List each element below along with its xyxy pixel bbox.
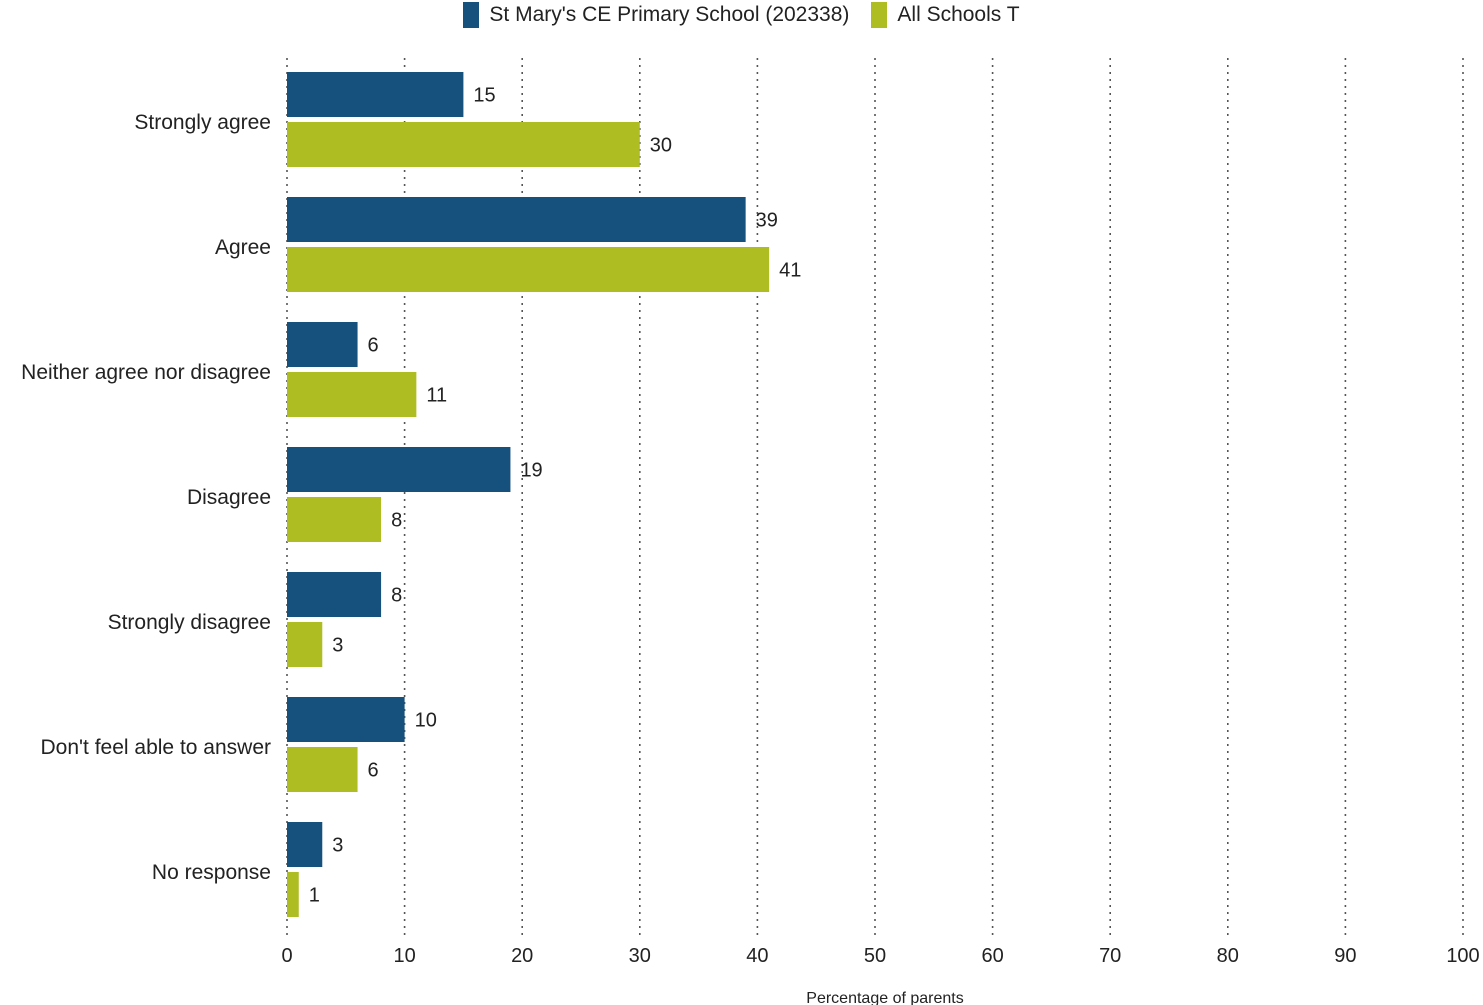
bar <box>287 572 382 617</box>
x-tick-label: 60 <box>981 945 1003 967</box>
data-labels: 15 30 39 41 6 11 19 8 8 3 10 6 3 1 <box>309 85 802 907</box>
bar <box>287 372 417 417</box>
bar <box>287 72 464 117</box>
data-label: 39 <box>756 210 778 232</box>
data-label: 41 <box>779 260 801 282</box>
data-label: 3 <box>332 835 343 857</box>
gridlines <box>286 58 1464 935</box>
category-label: Neither agree nor disagree <box>21 361 271 384</box>
data-label: 8 <box>391 510 402 532</box>
x-tick-label: 100 <box>1446 945 1479 967</box>
bar <box>287 497 382 542</box>
category-label: Strongly disagree <box>108 611 271 634</box>
x-tick-label: 70 <box>1099 945 1121 967</box>
bar <box>287 322 358 367</box>
data-label: 6 <box>368 760 379 782</box>
x-tick-label: 50 <box>864 945 886 967</box>
bar <box>287 247 770 292</box>
data-label: 3 <box>332 635 343 657</box>
x-tick-label: 30 <box>629 945 651 967</box>
x-tick-labels: 0 10 20 30 40 50 60 70 80 90 100 <box>281 945 1479 967</box>
data-label: 10 <box>415 710 437 732</box>
category-label: Strongly agree <box>134 111 271 134</box>
legend-item-school: St Mary's CE Primary School (202338) <box>463 2 849 28</box>
bar <box>287 122 640 167</box>
bar <box>287 447 511 492</box>
legend-label-school: St Mary's CE Primary School (202338) <box>489 3 850 26</box>
category-label: Don't feel able to answer <box>41 736 271 759</box>
data-label: 15 <box>473 85 495 107</box>
x-tick-label: 0 <box>281 945 292 967</box>
bar <box>287 697 405 742</box>
x-tick-label: 40 <box>746 945 768 967</box>
data-label: 8 <box>391 585 402 607</box>
x-axis-title: Percentage of parents <box>806 990 963 1005</box>
data-label: 30 <box>650 135 672 157</box>
category-label: No response <box>152 861 271 884</box>
bar <box>287 822 323 867</box>
category-label: Agree <box>215 236 271 259</box>
bars <box>287 72 770 917</box>
bar <box>287 197 746 242</box>
data-label: 6 <box>368 335 379 357</box>
bar <box>287 622 323 667</box>
legend: St Mary's CE Primary School (202338) All… <box>0 2 1483 28</box>
legend-label-all-schools: All Schools T <box>897 3 1020 26</box>
x-tick-label: 80 <box>1217 945 1239 967</box>
category-labels: Strongly agree Agree Neither agree nor dis… <box>21 111 271 884</box>
x-tick-label: 90 <box>1334 945 1356 967</box>
x-tick-label: 10 <box>393 945 415 967</box>
data-label: 11 <box>426 385 447 407</box>
data-label: 19 <box>520 460 542 482</box>
legend-swatch-school <box>463 2 480 28</box>
category-label: Disagree <box>187 486 271 509</box>
bar <box>287 872 299 917</box>
x-tick-label: 20 <box>511 945 533 967</box>
data-label: 1 <box>309 885 320 907</box>
legend-swatch-all-schools <box>871 2 888 28</box>
legend-item-all-schools: All Schools T <box>871 2 1020 28</box>
bar <box>287 747 358 792</box>
